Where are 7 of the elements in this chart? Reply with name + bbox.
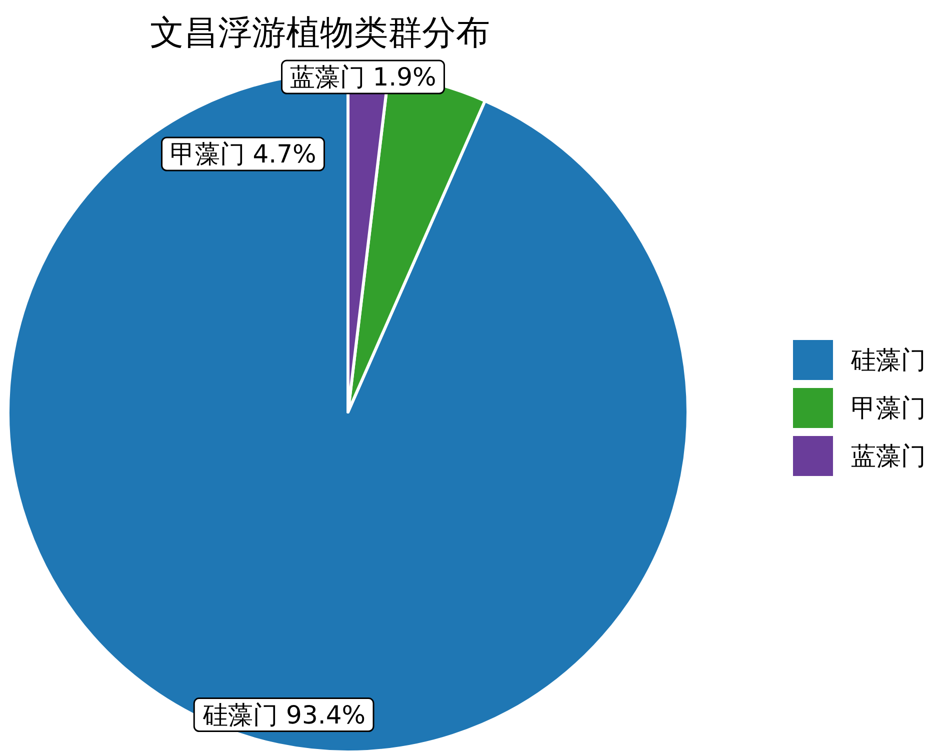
category-label: 蓝藻门 1.9% [290, 62, 436, 92]
chart-title: 文昌浮游植物类群分布 [150, 13, 490, 53]
category-label: 硅藻门 93.4% [203, 700, 366, 730]
legend-label: 甲藻门 [851, 394, 926, 422]
legend-label: 蓝藻门 [851, 442, 926, 470]
legend-label: 硅藻门 [850, 346, 926, 374]
category-label: 甲藻门 4.7% [170, 140, 316, 168]
